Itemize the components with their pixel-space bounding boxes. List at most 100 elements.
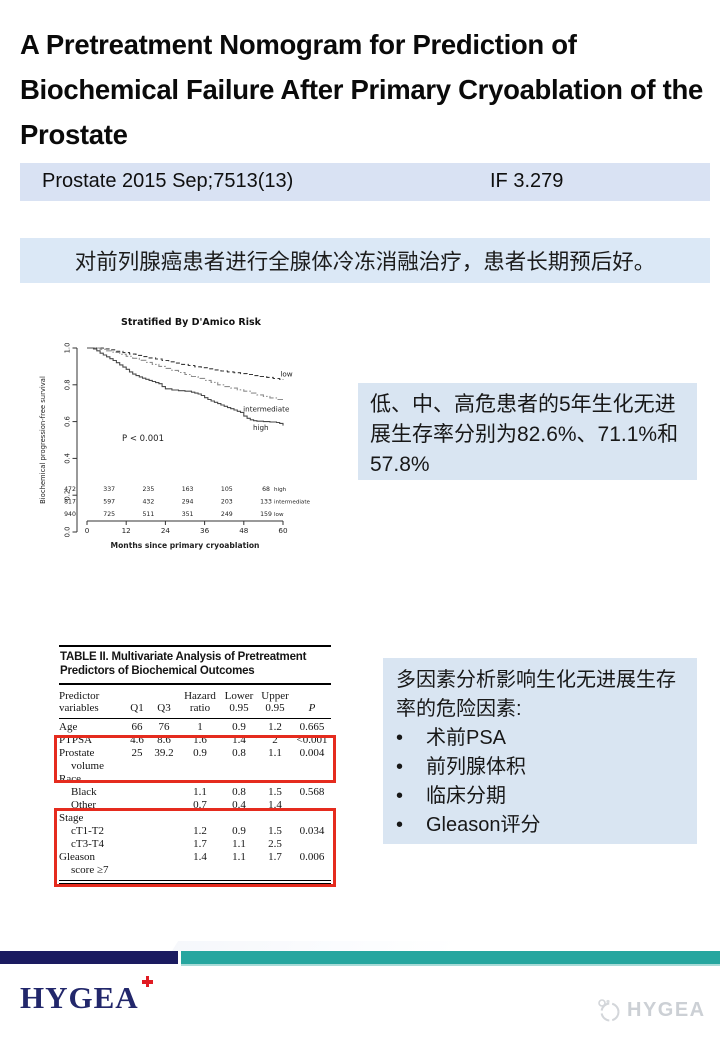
risk-factor-text: 术前PSA xyxy=(426,727,507,749)
table-cell: 0.7 xyxy=(193,799,207,811)
table-cell xyxy=(293,864,331,877)
risk-factor-item: • 术前PSA xyxy=(396,724,684,753)
table-row-label: Gleason xyxy=(59,851,96,863)
table-cell: 0.4 xyxy=(232,799,246,811)
table-cell: 2 xyxy=(272,734,278,746)
table-row-label: volume xyxy=(71,760,104,772)
table-col-header: Q3 xyxy=(157,702,171,714)
km-y-tick-label: 0.4 xyxy=(64,453,72,464)
km-x-tick-label: 60 xyxy=(278,526,288,535)
table-cell: 1.5 xyxy=(268,825,282,837)
km-chart: Stratified By D'Amico Risk 0.0 0.2 0.4 0.6 0.… xyxy=(30,310,360,565)
table-cell xyxy=(149,760,179,773)
table-cell: 0.568 xyxy=(299,786,325,798)
km-at-risk-value: 68 xyxy=(262,486,270,493)
risk-factor-text: 临床分期 xyxy=(426,785,506,807)
km-x-tick-label: 0 xyxy=(85,526,90,535)
table-row: Age 66 76 1 0.9 1.2 0.665 xyxy=(59,721,331,734)
table-row: cT3-T4 1.7 1.1 2.5 xyxy=(59,838,331,851)
km-y-tick-label: 1.0 xyxy=(64,343,72,354)
table-col-header: P xyxy=(308,702,316,714)
slide-title: A Pretreatment Nomogram for Prediction o… xyxy=(20,29,703,150)
risk-factor-text: Gleason评分 xyxy=(426,814,541,836)
km-at-risk-value: 817 xyxy=(64,499,76,506)
table-cell: 8.6 xyxy=(157,734,171,746)
table-cell xyxy=(125,760,149,773)
km-at-risk-value: 159 xyxy=(260,511,272,518)
table-cell: 1.1 xyxy=(232,838,246,850)
bullet-icon: • xyxy=(396,756,404,778)
km-curve-label-high: high xyxy=(253,423,269,432)
hygea-watermark-icon xyxy=(598,999,620,1022)
table-cell xyxy=(257,812,293,825)
table-cell: 0.9 xyxy=(193,747,207,759)
table-ii: TABLE II. Multivariate Analysis of Pretr… xyxy=(54,645,336,887)
table-row: Race xyxy=(59,773,331,786)
footer-watermark-streak xyxy=(171,941,464,951)
km-at-risk-value: 203 xyxy=(221,499,233,506)
table-cell: 1.7 xyxy=(193,838,207,850)
km-x-tick-label: 12 xyxy=(122,526,131,535)
km-at-risk-value: 472 xyxy=(64,486,76,493)
risk-factors-heading: 多因素分析影响生化无进展生存率的危险因素: xyxy=(396,669,676,720)
finding-box-risk-factors: 多因素分析影响生化无进展生存率的危险因素: • 术前PSA • 前列腺体积 • 临床分期 •… xyxy=(383,658,697,844)
footer-bar xyxy=(0,951,720,966)
km-at-risk-value: 940 xyxy=(64,511,76,518)
table-cell: 0.8 xyxy=(232,786,246,798)
table-cell xyxy=(293,799,331,812)
km-at-risk-value: 163 xyxy=(182,486,194,493)
table-cell: 0.9 xyxy=(232,721,246,733)
footer-bar-teal-segment xyxy=(181,951,720,966)
table-row-label: cT3-T4 xyxy=(71,838,104,850)
table-cell: 66 xyxy=(131,721,143,733)
km-at-risk-value: 725 xyxy=(103,511,115,518)
km-at-risk-label: low xyxy=(274,512,284,518)
table-cell: <0.001 xyxy=(296,734,328,746)
km-at-risk-label: intermediate xyxy=(274,500,311,506)
table-cell: 1.1 xyxy=(232,851,246,863)
table-row: Stage xyxy=(59,812,331,825)
km-at-risk-value: 511 xyxy=(142,511,154,518)
table-cell xyxy=(221,812,257,825)
table-cell: 1 xyxy=(197,721,203,733)
hygea-watermark-text: HYGEA xyxy=(627,998,706,1021)
table-cell xyxy=(179,864,221,877)
table-cell xyxy=(257,760,293,773)
km-chart-title: Stratified By D'Amico Risk xyxy=(121,317,262,328)
table-row-label: Stage xyxy=(59,812,84,824)
table-cell xyxy=(125,864,149,877)
table-cell: 39.2 xyxy=(154,747,174,759)
km-curve-high xyxy=(87,347,284,426)
table-cell xyxy=(149,799,179,812)
table-row: Black 1.1 0.8 1.5 0.568 xyxy=(59,786,331,799)
table-cell: 1.2 xyxy=(268,721,282,733)
table-cell xyxy=(149,864,179,877)
summary-bar: 对前列腺癌患者进行全腺体冷冻消融治疗，患者长期预后好。 xyxy=(20,238,710,283)
table-row: score ≥7 xyxy=(59,864,331,877)
table-cell: 25 xyxy=(131,747,143,759)
km-x-tick-label: 24 xyxy=(161,526,171,535)
table-row: PTPSA 4.6 8.6 1.6 1.4 2 <0.001 xyxy=(59,734,331,747)
table-cell: 0.9 xyxy=(232,825,246,837)
hygea-logo-text: HYGEA xyxy=(20,980,139,1015)
table-cell xyxy=(149,851,179,864)
km-p-value: P < 0.001 xyxy=(122,434,164,444)
table-cell: 0.8 xyxy=(232,747,246,759)
table-cell: 1.7 xyxy=(268,851,282,863)
table-title: TABLE II. Multivariate Analysis of Pretr… xyxy=(59,647,331,685)
table-cell xyxy=(293,773,331,786)
table-cell: 0.665 xyxy=(299,721,325,733)
table-cell xyxy=(125,838,149,851)
km-at-risk-value: 133 xyxy=(260,499,272,506)
hygea-watermark: HYGEA xyxy=(596,997,706,1023)
table-row-label: score ≥7 xyxy=(71,864,109,876)
km-x-axis-label: Months since primary cryoablation xyxy=(111,541,260,550)
table-cell: 1.6 xyxy=(193,734,207,746)
table-cell: 1.4 xyxy=(193,851,207,863)
table-cell xyxy=(257,864,293,877)
table-cell xyxy=(179,812,221,825)
table-cell: 4.6 xyxy=(130,734,144,746)
table-cell: 1.1 xyxy=(193,786,207,798)
km-y-tick-label: 0.6 xyxy=(64,416,72,427)
